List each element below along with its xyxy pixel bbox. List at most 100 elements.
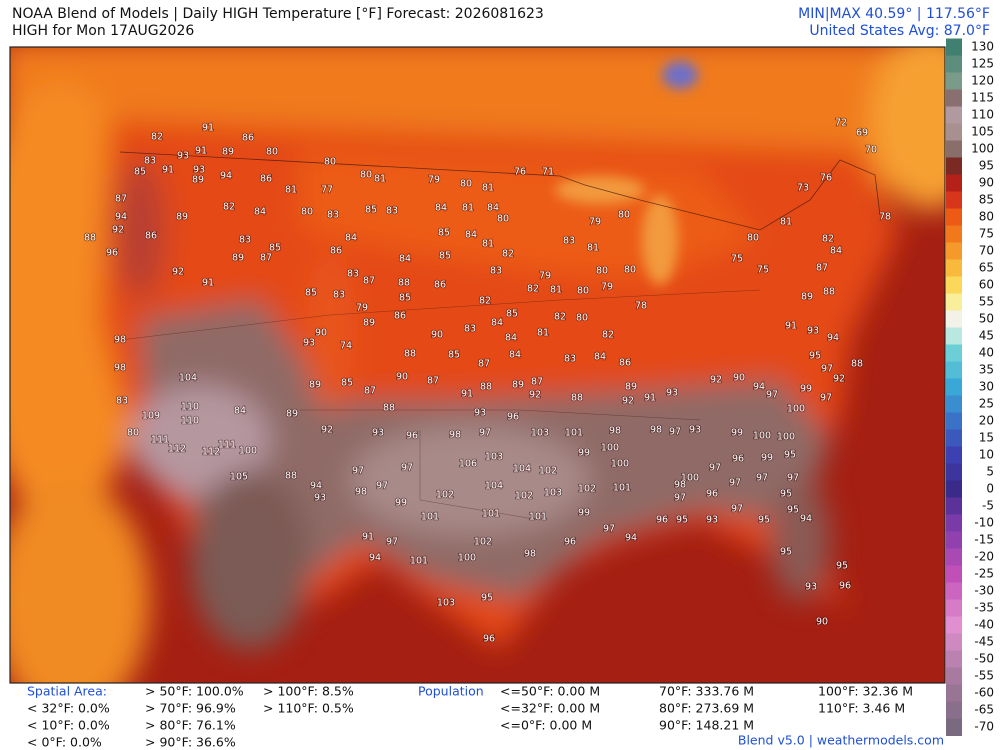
station-temp: 80 xyxy=(460,179,472,190)
station-temp: 100 xyxy=(787,404,805,415)
station-temp: 81 xyxy=(374,174,386,185)
station-temp: 91 xyxy=(785,321,797,332)
station-temp: 99 xyxy=(395,498,407,509)
station-temp: 86 xyxy=(619,358,631,369)
station-temp: 85 xyxy=(506,309,518,320)
station-temp: 94 xyxy=(753,382,765,393)
station-temp: 105 xyxy=(230,472,248,483)
station-temp: 78 xyxy=(879,212,891,223)
station-temp: 110 xyxy=(181,416,199,427)
station-temp: 89 xyxy=(192,175,204,186)
station-temp: 101 xyxy=(529,512,547,523)
station-temp: 104 xyxy=(513,464,531,475)
colorbar-label: 20 xyxy=(979,414,994,428)
station-temp: 86 xyxy=(394,311,406,322)
station-temp: 82 xyxy=(554,312,566,323)
map-field xyxy=(10,47,945,683)
station-temp: 87 xyxy=(427,376,439,387)
station-temp: 100 xyxy=(458,553,476,564)
station-temp: 83 xyxy=(564,354,576,365)
station-temp: 84 xyxy=(509,350,521,361)
station-temp: 103 xyxy=(531,428,549,439)
station-temp: 86 xyxy=(434,280,446,291)
station-temp: 93 xyxy=(314,493,326,504)
colorbar-swatch xyxy=(946,616,962,634)
colorbar-swatch xyxy=(946,38,962,56)
station-temp: 91 xyxy=(461,389,473,400)
station-temp: 93 xyxy=(689,425,701,436)
spatial-area-label: Spatial Area: xyxy=(27,684,107,699)
station-temp: 81 xyxy=(537,328,549,339)
subtitle: HIGH for Mon 17AUG2026 xyxy=(12,23,194,39)
station-temp: 81 xyxy=(482,183,494,194)
colorbar-label: 15 xyxy=(979,431,994,445)
station-temp: 85 xyxy=(134,167,146,178)
colorbar-label: -50 xyxy=(974,652,994,666)
station-temp: 80 xyxy=(266,147,278,158)
station-temp: 85 xyxy=(448,350,460,361)
station-temp: 98 xyxy=(355,487,367,498)
station-temp: 97 xyxy=(401,463,413,474)
colorbar-swatch xyxy=(946,429,962,447)
station-temp: 96 xyxy=(106,248,118,259)
colorbar-swatch xyxy=(946,718,962,736)
colorbar-swatch xyxy=(946,633,962,651)
station-temp: 96 xyxy=(406,431,418,442)
station-temp: 100 xyxy=(681,473,699,484)
station-temp: 98 xyxy=(609,426,621,437)
colorbar-label: 120 xyxy=(971,74,994,88)
station-temp: 82 xyxy=(502,249,514,260)
station-temp: 81 xyxy=(462,203,474,214)
colorbar-swatch xyxy=(946,446,962,464)
credit: Blend v5.0 | weathermodels.com xyxy=(738,733,944,748)
station-temp: 72 xyxy=(835,118,847,129)
station-temp: 89 xyxy=(232,253,244,264)
station-temp: 86 xyxy=(145,231,157,242)
station-temp: 88 xyxy=(480,382,492,393)
station-temp: 98 xyxy=(114,335,126,346)
station-temp: 94 xyxy=(220,171,232,182)
colorbar-label: -40 xyxy=(974,618,994,632)
station-temp: 87 xyxy=(816,263,828,274)
station-temp: 80 xyxy=(576,313,588,324)
colorbar-label: 35 xyxy=(979,363,994,377)
population-entry: <=0°F: 0.00 M xyxy=(500,718,592,733)
station-temp: 93 xyxy=(706,515,718,526)
colorbar-swatch xyxy=(946,582,962,600)
colorbar-label: 130 xyxy=(971,40,994,54)
station-temp: 102 xyxy=(436,490,454,501)
station-temp: 83 xyxy=(333,290,345,301)
station-temp: 84 xyxy=(594,352,606,363)
station-temp: 92 xyxy=(529,390,541,401)
station-temp: 94 xyxy=(800,514,812,525)
station-temp: 71 xyxy=(542,167,554,178)
colorbar-swatch xyxy=(946,565,962,583)
station-temp: 80 xyxy=(596,266,608,277)
colorbar-label: 25 xyxy=(979,397,994,411)
station-temp: 99 xyxy=(800,384,812,395)
station-temp: 101 xyxy=(410,556,428,567)
station-temp: 96 xyxy=(564,537,576,548)
colorbar-swatch xyxy=(946,344,962,362)
colorbar-swatch xyxy=(946,55,962,73)
colorbar-swatch xyxy=(946,259,962,277)
station-temp: 89 xyxy=(286,409,298,420)
station-temp: 96 xyxy=(507,412,519,423)
station-temp: 98 xyxy=(114,363,126,374)
station-temp: 88 xyxy=(84,233,96,244)
colorbar-label: -20 xyxy=(974,550,994,564)
station-temp: 95 xyxy=(784,450,796,461)
station-temp: 80 xyxy=(577,286,589,297)
station-temp: 97 xyxy=(386,537,398,548)
colorbar-label: 40 xyxy=(979,346,994,360)
station-temp: 88 xyxy=(383,403,395,414)
station-temp: 87 xyxy=(363,276,375,287)
colorbar-label: 0 xyxy=(986,482,994,496)
colorbar-swatch xyxy=(946,701,962,719)
station-temp: 89 xyxy=(512,380,524,391)
station-temp: 111 xyxy=(218,440,236,451)
colorbar-label: -60 xyxy=(974,686,994,700)
station-temp: 100 xyxy=(611,459,629,470)
station-temp: 75 xyxy=(731,254,743,265)
